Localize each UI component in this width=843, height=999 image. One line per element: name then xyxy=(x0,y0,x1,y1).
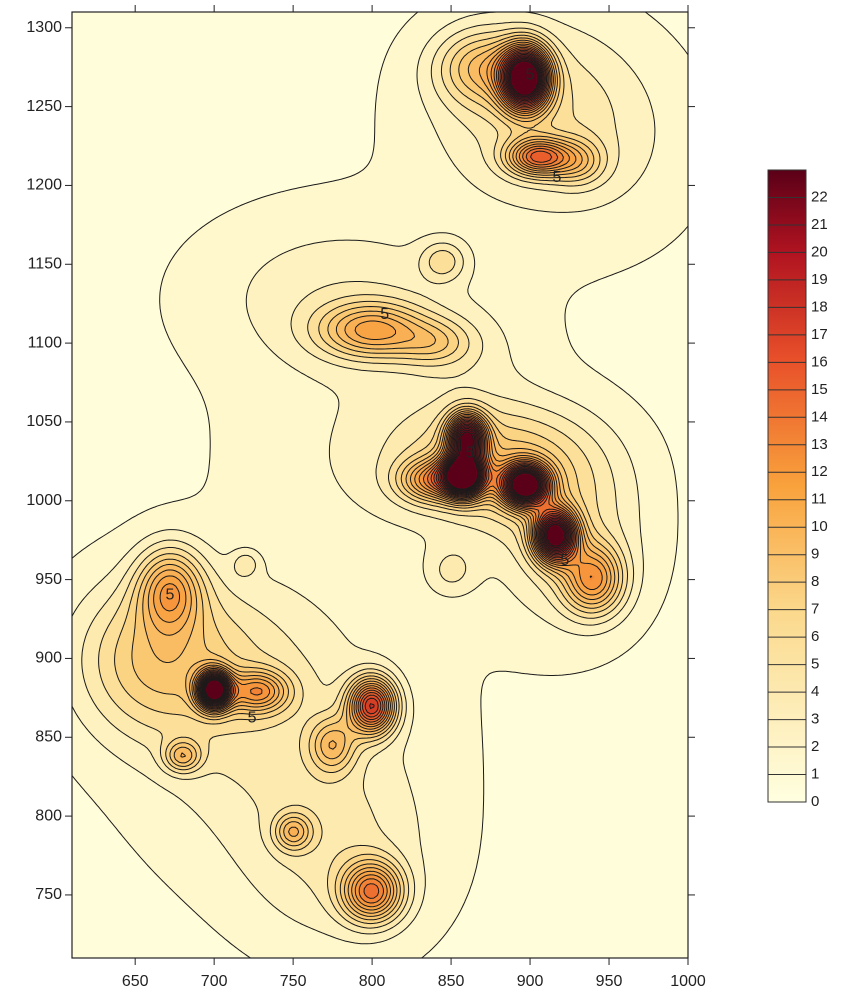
y-tick-label: 1150 xyxy=(28,255,63,272)
contour-line-level-10 xyxy=(159,43,603,908)
colorbar-tick-label: 8 xyxy=(811,573,819,590)
colorbar-tick-label: 11 xyxy=(811,491,827,508)
contour-line-level-18 xyxy=(201,55,570,704)
contour-line-level-20 xyxy=(203,57,568,702)
colorbar-tick-label: 4 xyxy=(811,683,819,700)
contour-line-level-4 xyxy=(98,27,628,929)
colorbar-tick-label: 2 xyxy=(811,738,819,755)
colorbar-tick-label: 1 xyxy=(811,765,819,782)
colorbar-tick-label: 7 xyxy=(811,601,819,618)
x-tick-label: 850 xyxy=(438,973,465,990)
plot-area: 5 5 5 5 5 5 5 xyxy=(71,11,689,959)
y-tick-label: 850 xyxy=(35,728,62,745)
colorbar-tick-label: 3 xyxy=(811,711,819,728)
y-tick-label: 950 xyxy=(35,571,62,588)
contour-lines xyxy=(72,12,688,958)
contour-line-level-7 xyxy=(142,37,616,917)
contour-line-level-16 xyxy=(199,52,573,710)
contour-line-level-5 xyxy=(114,31,624,925)
contour-line-level-15 xyxy=(198,51,574,715)
contour-line-level-13 xyxy=(197,48,576,721)
contour-label: 5 xyxy=(380,306,389,323)
y-tick-label: 1250 xyxy=(26,98,62,115)
y-axis: 750 800 850 900 950 1000 1050 1100 1150 1200 1250 1… xyxy=(26,19,695,903)
y-tick-label: 800 xyxy=(35,807,62,824)
x-axis: 650 700 750 800 850 900 950 1000 xyxy=(122,5,706,990)
contour-label: 5 xyxy=(526,66,535,83)
colorbar-tick-label: 15 xyxy=(811,381,828,398)
contour-line-level-11 xyxy=(194,45,593,904)
contour-line-level-3 xyxy=(81,21,635,935)
contour-label: 5 xyxy=(552,169,561,186)
contour-line-level-9 xyxy=(153,41,608,911)
contour-field xyxy=(72,12,688,958)
colorbar-tick-label: 20 xyxy=(811,243,828,260)
colorbar-tick-label: 21 xyxy=(811,216,828,233)
colorbar-tick-label: 18 xyxy=(811,298,828,315)
contour-line-level-17 xyxy=(200,53,571,705)
contour-line-level-2 xyxy=(72,12,656,945)
colorbar-fill xyxy=(767,169,807,803)
colorbar-tick-label: 22 xyxy=(811,188,828,205)
contour-label-layer: 5 5 5 5 5 5 5 xyxy=(165,66,569,726)
y-tick-label: 900 xyxy=(35,650,62,667)
contour-line-level-21 xyxy=(204,59,567,702)
contour-label: 5 xyxy=(560,552,569,569)
y-tick-label: 1050 xyxy=(26,413,62,430)
contour-line-level-12 xyxy=(195,46,578,899)
colorbar-tick-label: 6 xyxy=(811,628,819,645)
colorbar-tick-label: 5 xyxy=(811,656,819,673)
colorbar-tick-label: 9 xyxy=(811,546,819,563)
x-tick-label: 750 xyxy=(280,973,307,990)
contour-label: 5 xyxy=(466,445,475,462)
contour-line-level-1 xyxy=(72,12,688,958)
y-tick-label: 1100 xyxy=(28,334,63,351)
colorbar-tick-label: 10 xyxy=(811,518,828,535)
contour-line-level-19 xyxy=(202,56,569,703)
plot-frame xyxy=(71,11,689,959)
colorbar-tick-label: 14 xyxy=(811,408,828,425)
colorbar-tick-label: 16 xyxy=(811,353,828,370)
colorbar-tick-label: 13 xyxy=(811,436,828,453)
y-tick-label: 1000 xyxy=(26,492,62,509)
colorbar-tick-label: 19 xyxy=(811,271,828,288)
colorbar-tick-label: 17 xyxy=(811,326,828,343)
contour-label: 5 xyxy=(248,710,257,727)
y-tick-label: 1300 xyxy=(26,19,62,36)
contour-label: 5 xyxy=(165,587,174,604)
x-tick-label: 950 xyxy=(596,973,623,990)
x-tick-label: 1000 xyxy=(670,973,706,990)
contour-line-level-8 xyxy=(147,39,612,914)
x-tick-label: 650 xyxy=(122,973,149,990)
colorbar-tick-label: 12 xyxy=(811,463,828,480)
x-tick-label: 800 xyxy=(359,973,386,990)
contour-line-level-6 xyxy=(131,34,620,921)
contour-line-level-22 xyxy=(205,60,565,701)
x-tick-label: 700 xyxy=(201,973,228,990)
y-tick-label: 1200 xyxy=(26,177,62,194)
y-tick-label: 750 xyxy=(35,886,62,903)
x-tick-label: 900 xyxy=(517,973,544,990)
colorbar-tick-label: 0 xyxy=(811,793,819,810)
contour-line-level-14 xyxy=(198,49,575,718)
